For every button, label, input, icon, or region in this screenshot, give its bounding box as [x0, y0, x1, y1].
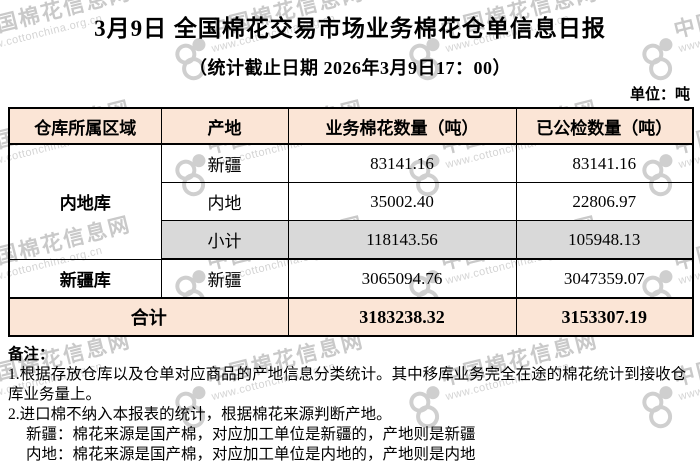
- header-inspected-qty: 已公检数量（吨）: [515, 107, 694, 145]
- origin-cell: 新疆: [160, 258, 289, 299]
- header-origin: 产地: [160, 107, 289, 145]
- note-line-3: 新疆：棉花来源是国产棉，对应加工单位是新疆的，产地则是新疆: [26, 426, 476, 443]
- table-row: 内地库 新疆 83141.16 83141.16: [8, 143, 694, 260]
- inspected-qty-cell: 83141.16: [515, 143, 694, 183]
- note-line-2: 2.进口棉不纳入本报表的统计，根据棉花来源判断产地。: [8, 406, 392, 423]
- report-cutoff-subtitle: （统计截止日期 2026年3月9日17：00）: [189, 58, 511, 78]
- business-qty-cell: 35002.40: [287, 182, 517, 221]
- region-neidiku: 内地库: [8, 143, 162, 260]
- note-line-1: 1.根据存放仓库以及仓单对应商品的产地信息分类统计。其中移库业务完全在途的棉花统…: [8, 366, 687, 403]
- table-header-row: 仓库所属区域 产地 业务棉花数量（吨） 已公检数量（吨）: [8, 107, 694, 145]
- table-row: 新疆库 新疆 3065094.76 3047359.07: [8, 258, 694, 299]
- origin-cell: 小计: [160, 220, 289, 260]
- note-line-4: 内地：棉花来源是国产棉，对应加工单位是内地的，产地则是内地: [26, 446, 476, 463]
- business-qty-cell: 83141.16: [287, 143, 517, 183]
- business-qty-cell: 3065094.76: [287, 258, 517, 299]
- business-qty-cell: 118143.56: [287, 220, 517, 260]
- total-business-qty: 3183238.32: [287, 297, 517, 337]
- inspected-qty-cell: 105948.13: [515, 220, 694, 260]
- header-business-qty: 业务棉花数量（吨）: [287, 107, 517, 145]
- origin-cell: 新疆: [160, 143, 289, 183]
- total-row: 合计 3183238.32 3153307.19: [8, 297, 694, 337]
- cotton-warehouse-table: 仓库所属区域 产地 业务棉花数量（吨） 已公检数量（吨） 内地库 新疆 8314…: [8, 107, 694, 337]
- total-label: 合计: [8, 297, 289, 337]
- notes-section: 备注： 1.根据存放仓库以及仓单对应商品的产地信息分类统计。其中移库业务完全在途…: [8, 345, 692, 465]
- inspected-qty-cell: 22806.97: [515, 182, 694, 221]
- page-title: 3月9日 全国棉花交易市场业务棉花仓单信息日报: [94, 16, 606, 41]
- region-xinjiangku: 新疆库: [8, 258, 162, 299]
- unit-label: 单位：吨: [629, 87, 690, 103]
- subtotal-row: 小计 118143.56 105948.13: [9, 220, 694, 260]
- origin-cell: 内地: [160, 182, 289, 221]
- notes-title: 备注：: [8, 346, 55, 363]
- total-inspected-qty: 3153307.19: [515, 297, 694, 337]
- inspected-qty-cell: 3047359.07: [515, 258, 694, 299]
- table-row: 内地 35002.40 22806.97: [9, 182, 694, 221]
- header-region: 仓库所属区域: [8, 107, 162, 145]
